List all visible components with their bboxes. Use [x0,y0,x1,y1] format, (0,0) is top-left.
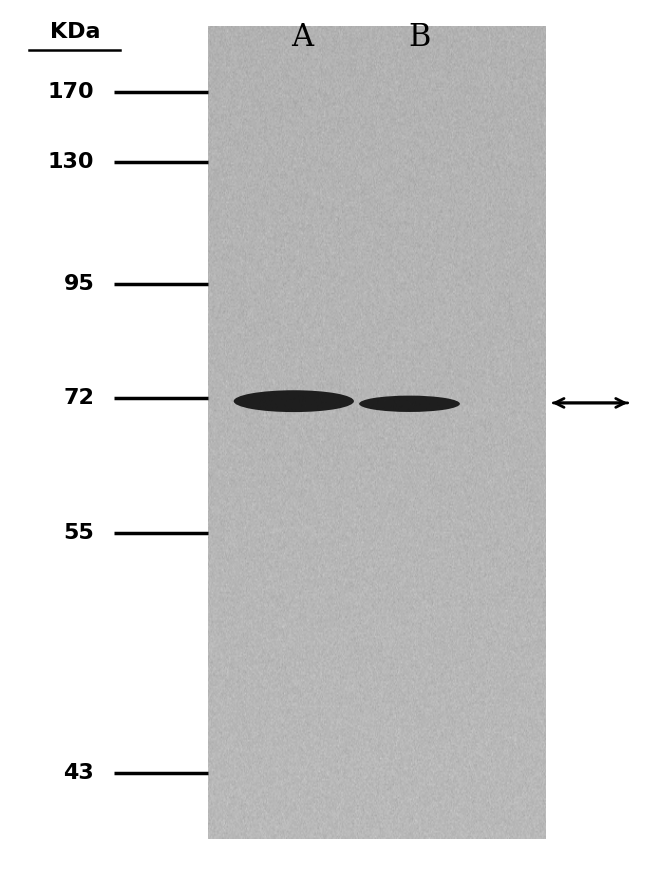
Text: 43: 43 [64,764,94,783]
Text: 55: 55 [64,524,94,543]
Text: 130: 130 [47,152,94,171]
Text: B: B [408,22,430,52]
Text: 72: 72 [64,388,94,407]
Text: 170: 170 [47,82,94,101]
Ellipse shape [359,396,460,412]
Text: A: A [291,22,313,52]
Text: KDa: KDa [49,22,100,42]
Text: 95: 95 [64,274,94,294]
Bar [208,26,546,839]
Ellipse shape [234,390,354,412]
